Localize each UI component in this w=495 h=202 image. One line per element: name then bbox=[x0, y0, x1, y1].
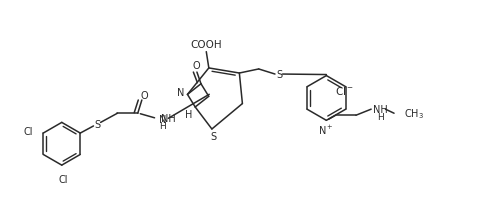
Text: O: O bbox=[140, 90, 148, 100]
Text: H: H bbox=[159, 122, 165, 131]
Text: S: S bbox=[94, 120, 100, 130]
Text: H: H bbox=[378, 112, 384, 121]
Text: Cl: Cl bbox=[23, 126, 33, 136]
Text: N$^+$: N$^+$ bbox=[318, 123, 333, 136]
Text: S: S bbox=[211, 132, 217, 141]
Text: O: O bbox=[192, 61, 199, 70]
Text: NH: NH bbox=[373, 104, 388, 114]
Text: N: N bbox=[158, 114, 166, 124]
Text: H: H bbox=[185, 109, 192, 120]
Text: CH$_3$: CH$_3$ bbox=[404, 107, 424, 121]
Text: N: N bbox=[177, 87, 184, 97]
Text: S: S bbox=[276, 70, 282, 80]
Text: Cl: Cl bbox=[58, 174, 68, 184]
Text: COOH: COOH bbox=[191, 39, 222, 49]
Text: Cl$^-$: Cl$^-$ bbox=[335, 84, 353, 96]
Text: NH: NH bbox=[161, 114, 175, 124]
